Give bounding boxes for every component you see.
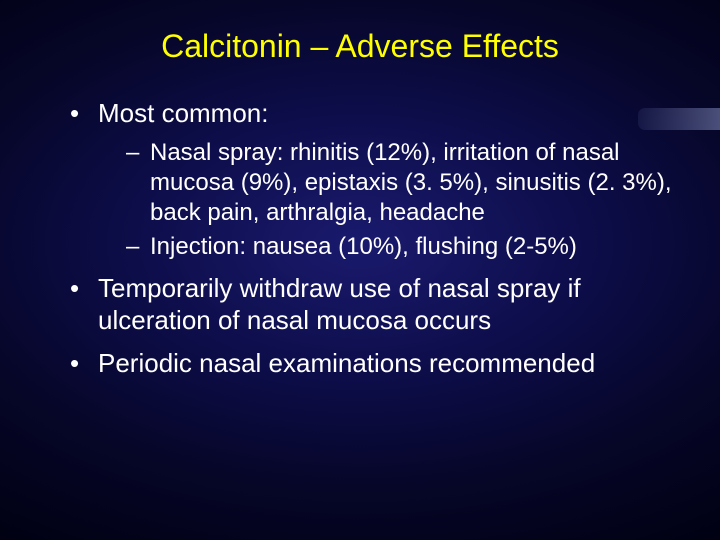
bullet-text: Most common: xyxy=(98,98,269,128)
slide-title: Calcitonin – Adverse Effects xyxy=(40,28,680,65)
sub-bullet-list: Nasal spray: rhinitis (12%), irritation … xyxy=(98,138,680,262)
sub-bullet-item: Nasal spray: rhinitis (12%), irritation … xyxy=(126,138,680,228)
sub-bullet-item: Injection: nausea (10%), flushing (2-5%) xyxy=(126,232,680,262)
sub-bullet-text: Nasal spray: rhinitis (12%), irritation … xyxy=(150,139,672,226)
bullet-item: Periodic nasal examinations recommended xyxy=(70,347,680,380)
bullet-item: Most common: Nasal spray: rhinitis (12%)… xyxy=(70,97,680,262)
bullet-text: Temporarily withdraw use of nasal spray … xyxy=(98,273,581,336)
slide: Calcitonin – Adverse Effects Most common… xyxy=(0,0,720,540)
bullet-text: Periodic nasal examinations recommended xyxy=(98,348,595,378)
sub-bullet-text: Injection: nausea (10%), flushing (2-5%) xyxy=(150,233,577,260)
bullet-item: Temporarily withdraw use of nasal spray … xyxy=(70,272,680,337)
bullet-list: Most common: Nasal spray: rhinitis (12%)… xyxy=(40,97,680,379)
